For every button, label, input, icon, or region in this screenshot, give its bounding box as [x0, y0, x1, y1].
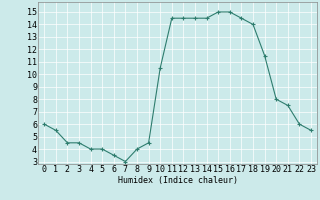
X-axis label: Humidex (Indice chaleur): Humidex (Indice chaleur) [118, 176, 238, 185]
